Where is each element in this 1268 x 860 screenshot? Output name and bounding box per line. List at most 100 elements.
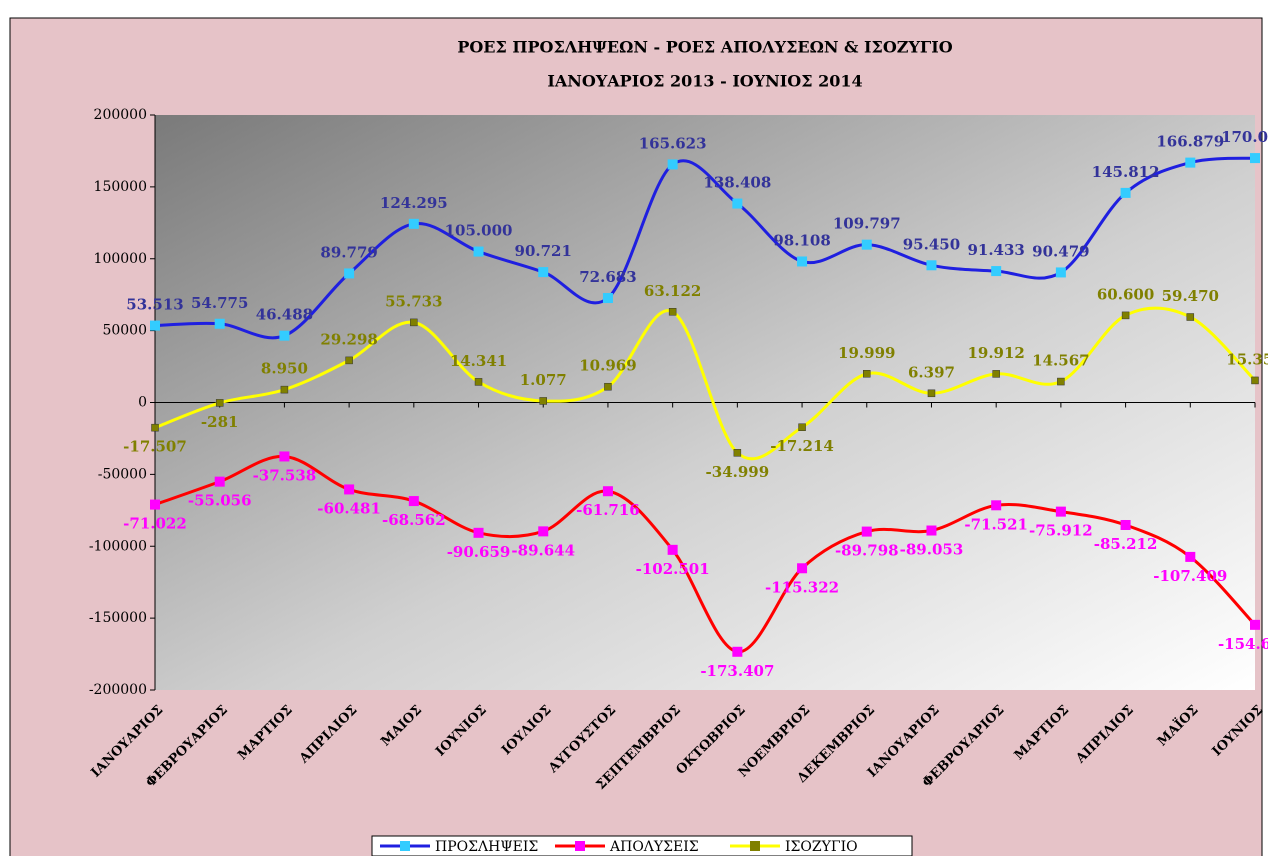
- marker: [732, 646, 743, 657]
- marker: [1185, 551, 1196, 562]
- marker: [602, 486, 613, 497]
- marker: [1250, 619, 1260, 630]
- data-label: 59.470: [1162, 287, 1219, 305]
- chart-title: ΡΟΕΣ ΠΡΟΣΛΗΨΕΩΝ - ΡΟΕΣ ΑΠΟΛΥΣΕΩΝ & ΙΣΟΖΥ…: [457, 38, 952, 57]
- data-label: 109.797: [833, 215, 901, 233]
- marker: [215, 399, 224, 407]
- y-tick-label: 0: [138, 395, 147, 411]
- marker: [667, 159, 678, 170]
- data-label: 91.433: [967, 241, 1024, 259]
- data-label: 95.450: [903, 235, 960, 253]
- data-label: -17.507: [123, 438, 187, 456]
- y-tick-label: -100000: [89, 538, 147, 554]
- legend-marker: [750, 841, 760, 851]
- marker: [344, 484, 355, 495]
- data-label: 29.298: [320, 330, 377, 348]
- data-label: 19.912: [967, 344, 1024, 362]
- data-label: -173.407: [700, 662, 774, 680]
- marker: [474, 378, 483, 386]
- marker: [538, 526, 549, 537]
- data-label: 14.341: [450, 352, 507, 370]
- data-label: -71.022: [123, 515, 187, 533]
- data-label: 54.775: [191, 294, 248, 312]
- y-tick-label: -150000: [89, 610, 147, 626]
- data-label: 98.108: [773, 231, 830, 249]
- marker: [798, 423, 806, 431]
- legend-label: ΑΠΟΛΥΣΕΙΣ: [609, 839, 699, 855]
- legend-label: ΙΣΟΖΥΓΙΟ: [785, 839, 858, 855]
- data-label: -154.677: [1218, 635, 1268, 653]
- marker: [602, 293, 613, 304]
- marker: [150, 499, 160, 510]
- data-label: 60.600: [1097, 285, 1154, 303]
- marker: [732, 198, 743, 209]
- data-label: 6.397: [908, 363, 955, 381]
- marker: [1120, 187, 1131, 198]
- marker: [1055, 267, 1066, 278]
- marker: [538, 267, 549, 278]
- data-label: 10.969: [579, 357, 636, 375]
- y-tick-label: 100000: [94, 251, 147, 267]
- data-label: 166.879: [1156, 133, 1224, 151]
- legend-marker: [400, 841, 410, 851]
- marker: [992, 370, 1000, 378]
- marker: [150, 320, 160, 331]
- data-label: -55.056: [188, 492, 252, 510]
- data-label: 72.683: [579, 268, 636, 286]
- marker: [279, 330, 290, 341]
- y-tick-label: 50000: [102, 323, 147, 339]
- data-label: -102.501: [636, 560, 710, 578]
- marker: [1055, 506, 1066, 517]
- y-tick-label: 150000: [94, 179, 147, 195]
- data-label: 145.812: [1092, 163, 1160, 181]
- data-label: 8.950: [261, 360, 308, 378]
- data-label: -89.053: [900, 541, 964, 559]
- marker: [797, 256, 808, 267]
- marker: [668, 308, 677, 316]
- marker: [667, 544, 678, 555]
- data-label: -17.214: [770, 437, 834, 455]
- marker: [927, 389, 936, 398]
- marker: [604, 382, 612, 391]
- marker: [926, 525, 937, 536]
- marker: [345, 356, 353, 365]
- y-tick-label: 200000: [94, 107, 147, 123]
- data-label: 63.122: [644, 282, 701, 300]
- marker: [1186, 313, 1195, 321]
- y-tick-label: -50000: [98, 466, 147, 482]
- data-label: -71.521: [964, 515, 1028, 533]
- data-label: -89.798: [835, 542, 899, 560]
- marker: [1057, 377, 1065, 386]
- marker: [279, 451, 290, 462]
- marker: [214, 476, 225, 487]
- marker: [863, 370, 871, 378]
- marker: [926, 260, 937, 271]
- data-label: -281: [201, 413, 239, 431]
- marker: [1251, 376, 1259, 385]
- marker: [991, 500, 1002, 511]
- data-label: 46.488: [256, 306, 313, 324]
- marker: [473, 527, 484, 538]
- data-label: 170.028: [1221, 128, 1268, 146]
- data-label: -68.562: [382, 511, 446, 529]
- data-label: -90.659: [447, 543, 511, 561]
- data-label: 138.408: [703, 174, 771, 192]
- data-label: -34.999: [706, 463, 770, 481]
- data-label: 89.779: [320, 243, 377, 261]
- data-label: -89.644: [511, 541, 575, 559]
- marker: [733, 449, 742, 457]
- marker: [151, 423, 159, 432]
- marker: [410, 318, 418, 327]
- marker: [1121, 311, 1130, 320]
- marker: [1120, 519, 1131, 530]
- data-label: 19.999: [838, 344, 895, 362]
- data-label: -75.912: [1029, 522, 1093, 540]
- marker: [991, 266, 1002, 277]
- marker: [214, 318, 225, 329]
- marker: [280, 385, 289, 394]
- data-label: 90.479: [1032, 242, 1089, 260]
- legend-marker: [575, 841, 585, 851]
- data-label: -115.322: [765, 578, 839, 596]
- marker: [344, 268, 355, 279]
